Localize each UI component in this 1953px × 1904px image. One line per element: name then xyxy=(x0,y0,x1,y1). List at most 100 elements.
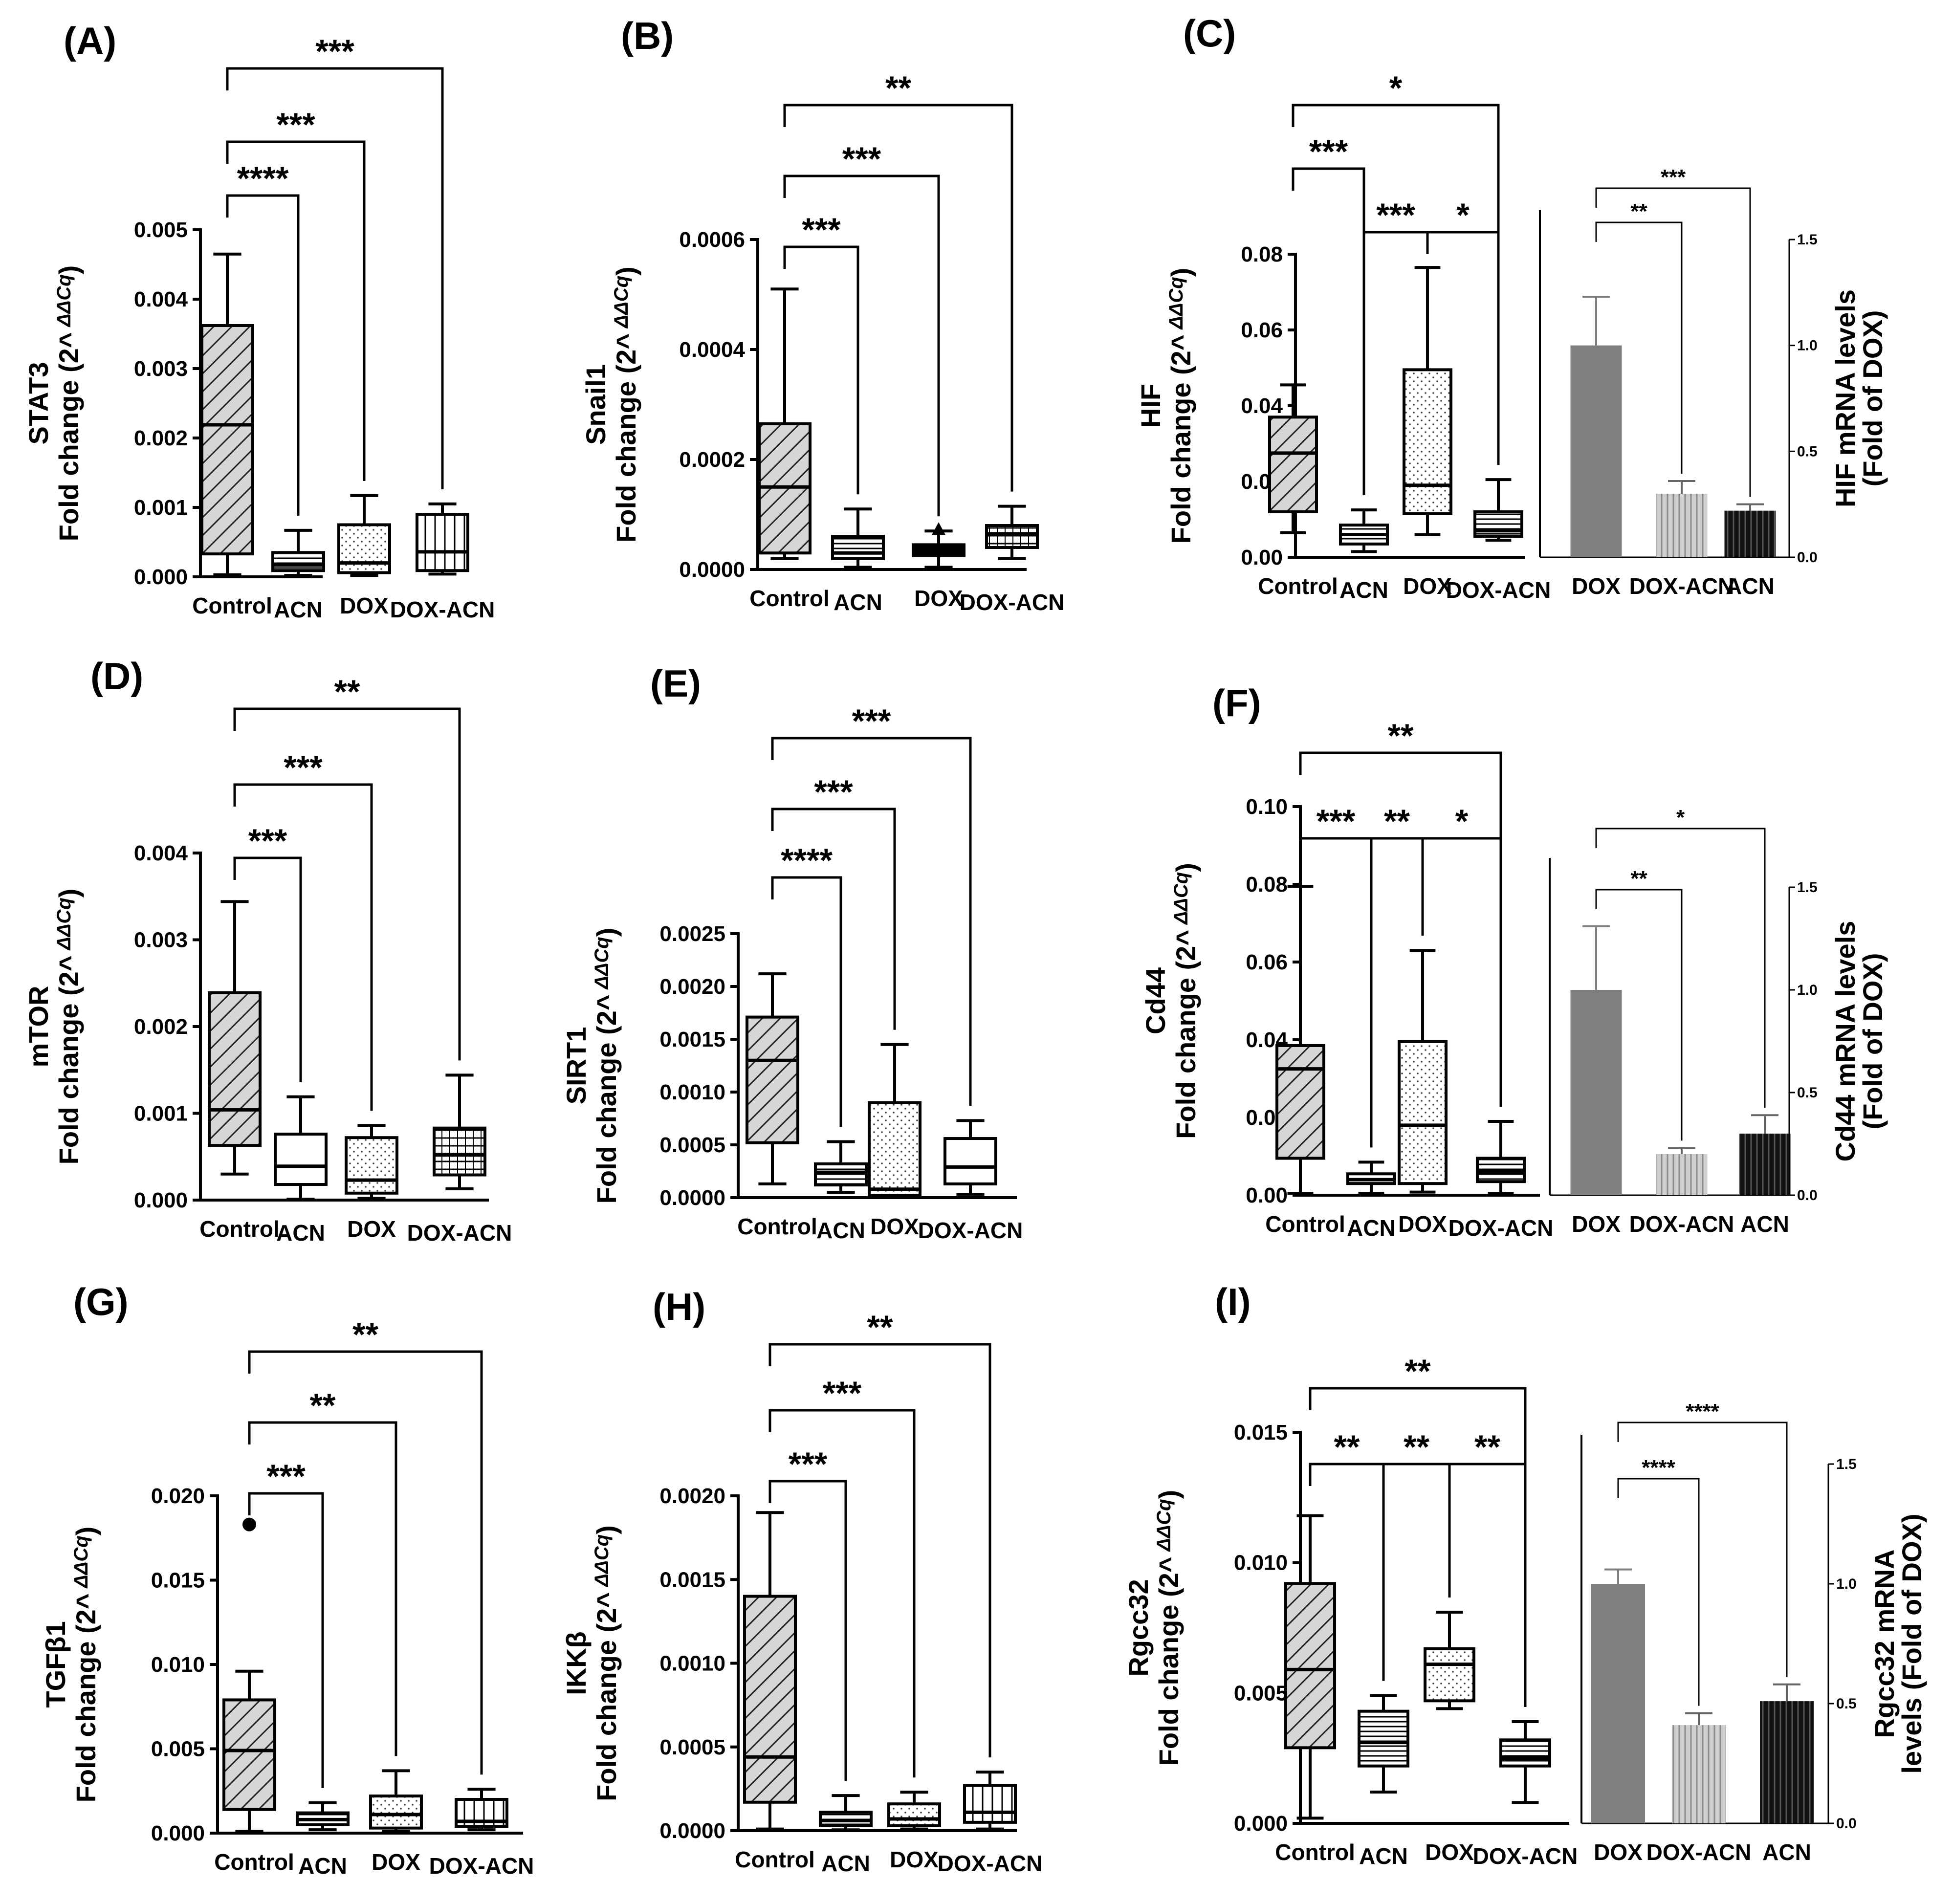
box-iqr xyxy=(208,991,262,1147)
significance-label: * xyxy=(1389,69,1403,107)
y-tick-label: 0.08 xyxy=(1241,242,1283,266)
panel-stat3: (A) 0.000 0.001 0.002 0.003 0.004 0.005 STAT3 Fo… xyxy=(23,19,495,622)
significance-label: *** xyxy=(1376,197,1415,234)
bracket-line xyxy=(233,856,302,1082)
box-iqr xyxy=(271,551,325,572)
y-axis-paren: ) xyxy=(53,265,84,275)
x-tick-label: DOX-ACN xyxy=(390,597,495,622)
box-dox: DOX xyxy=(868,1043,922,1239)
y-axis-superscript: ΔΔCq xyxy=(1153,1499,1175,1556)
box-iqr xyxy=(887,1802,941,1827)
box-iqr xyxy=(1473,510,1523,538)
box-iqr xyxy=(1403,368,1452,515)
significance-bracket: **** xyxy=(771,842,842,1127)
significance-label: *** xyxy=(315,33,354,70)
x-tick-label: DOX-ACN xyxy=(429,1853,534,1879)
y-axis-gene: Rgcc32 xyxy=(1123,1579,1154,1676)
box-dox-acn: DOX-ACN xyxy=(1446,478,1551,603)
box-iqr xyxy=(1275,1044,1325,1160)
significance-bracket: *** xyxy=(768,1375,916,1778)
box-iqr xyxy=(433,1126,486,1177)
x-tick-label: DOX xyxy=(1398,1211,1447,1237)
y-axis-paren: ) xyxy=(591,1525,622,1534)
bar-y-tick-label: 0.0 xyxy=(1797,1187,1818,1204)
y-axis-paren: ) xyxy=(1170,863,1201,872)
bar-bracket xyxy=(1595,828,1766,1108)
panel-label: (F) xyxy=(1212,681,1261,724)
y-axis-superscript: ΔΔCq xyxy=(1170,872,1192,930)
y-tick-label: 0.005 xyxy=(1234,1681,1288,1705)
box-iqr xyxy=(1398,1040,1448,1185)
y-axis-title: Snail1 Fold change (2^ ΔΔCq) xyxy=(580,266,641,543)
box-iqr xyxy=(868,1101,922,1197)
bar-significance: * xyxy=(1676,806,1685,830)
box-acn: ACN xyxy=(814,1140,868,1243)
box-acn: ACN xyxy=(271,528,325,622)
significance-label: * xyxy=(1455,803,1469,840)
y-axis-units: Fold change (2^ ΔΔCq) xyxy=(591,1525,622,1801)
bracket-line xyxy=(783,104,1013,492)
box-control: Control xyxy=(192,252,272,618)
box-control: Control xyxy=(1258,383,1338,599)
panel-label: (D) xyxy=(90,655,143,698)
significance-bracket: **** xyxy=(226,160,300,516)
y-axis-paren: ) xyxy=(591,928,622,937)
bracket-line xyxy=(771,876,842,1127)
y-tick-label: 0.020 xyxy=(151,1484,205,1508)
y-tick-label: 0.0010 xyxy=(659,1080,725,1104)
x-tick-label: Control xyxy=(737,1214,817,1239)
significance-bracket: ** xyxy=(248,1387,397,1756)
y-tick-label: 0.003 xyxy=(134,928,188,952)
x-tick-label: ACN xyxy=(816,1218,865,1243)
y-tick-label: 0.0020 xyxy=(659,1484,725,1508)
box-dox-acn: DOX-ACN xyxy=(918,1119,1023,1243)
significance-bracket: ** xyxy=(1309,1353,1527,1707)
panel-label: (B) xyxy=(621,14,674,57)
bar-y-tick-label: 1.0 xyxy=(1797,982,1818,998)
bar-acn xyxy=(1739,1134,1791,1195)
y-tick-label: 0.0005 xyxy=(659,1133,725,1157)
bar-bracket xyxy=(1595,221,1683,474)
x-tick-label: DOX xyxy=(1403,573,1452,599)
box-dox-acn: DOX-ACN xyxy=(390,502,495,622)
panel-label: (H) xyxy=(653,1285,705,1328)
x-tick-label: Control xyxy=(749,586,830,611)
y-tick-label: 0.0005 xyxy=(659,1735,725,1759)
significance-bracket: ** xyxy=(783,69,1013,492)
significance-bracket: ** xyxy=(1309,1428,1385,1681)
y-axis-title: Cd44 Fold change (2^ ΔΔCq) xyxy=(1140,863,1201,1139)
bracket-line xyxy=(783,175,940,517)
box-control: Control xyxy=(1275,1514,1355,1865)
significance-bracket: ** xyxy=(248,1316,483,1775)
significance-bracket: ** xyxy=(1370,803,1424,936)
bar-y-tick-label: 1.5 xyxy=(1836,1456,1857,1472)
significance-bracket: *** xyxy=(768,1445,847,1781)
significance-label: *** xyxy=(852,702,891,740)
box-control: Control xyxy=(735,1511,815,1872)
significance-label: *** xyxy=(248,822,287,859)
box-iqr xyxy=(743,1595,797,1804)
bracket-line xyxy=(226,67,444,489)
x-tick-label: DOX-ACN xyxy=(938,1851,1043,1876)
significance-label: *** xyxy=(823,1375,862,1412)
bar-y-title-line2: (Fold of DOX) xyxy=(1857,953,1888,1130)
significance-bracket: *** xyxy=(783,211,859,495)
y-axis-units: Fold change (2^ ΔΔCq) xyxy=(1165,268,1196,544)
bracket-line xyxy=(226,140,366,481)
bracket-line xyxy=(248,1492,324,1788)
bracket-line xyxy=(783,245,859,495)
y-axis-units: Fold change (2^ ΔΔCq) xyxy=(1153,1490,1184,1766)
significance-label: ** xyxy=(310,1387,336,1424)
box-acn: ACN xyxy=(274,1095,328,1246)
significance-bracket: ** xyxy=(233,673,461,1061)
y-axis-title: mTOR Fold change (2^ ΔΔCq) xyxy=(23,889,84,1165)
significance-label: ** xyxy=(1334,1428,1360,1466)
x-tick-label: DOX xyxy=(372,1849,420,1875)
significance-label: *** xyxy=(276,106,315,143)
y-axis-units: Fold change (2^ ΔΔCq) xyxy=(70,1527,101,1803)
x-tick-label: DOX-ACN xyxy=(918,1218,1023,1243)
bar-significance: ** xyxy=(1630,199,1647,223)
y-tick-label: 0.0015 xyxy=(659,1568,725,1592)
bar-bracket xyxy=(1617,1422,1788,1677)
